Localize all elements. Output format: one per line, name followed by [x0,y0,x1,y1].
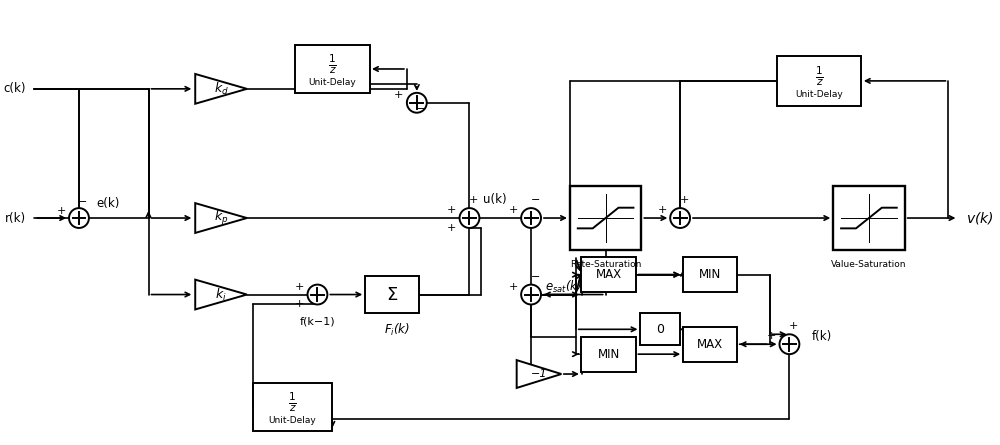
Text: −: − [530,271,540,282]
FancyBboxPatch shape [777,56,861,106]
FancyBboxPatch shape [570,186,641,251]
Text: u(k): u(k) [483,193,507,206]
Text: +: + [56,206,66,216]
Circle shape [308,285,327,304]
FancyBboxPatch shape [683,327,737,362]
Text: +: + [295,282,304,291]
Polygon shape [195,74,247,104]
Text: r(k): r(k) [5,211,26,225]
Text: $e_{sat}$(k): $e_{sat}$(k) [545,279,582,295]
Text: +: + [394,90,404,100]
Text: +: + [658,205,667,215]
Text: f(k): f(k) [811,330,832,343]
Text: $v$(k): $v$(k) [966,210,994,226]
Text: $\Sigma$: $\Sigma$ [386,286,398,303]
Text: e(k): e(k) [97,197,120,210]
Text: +: + [767,331,776,341]
Text: Value-Saturation: Value-Saturation [831,260,907,269]
FancyBboxPatch shape [640,313,680,345]
FancyBboxPatch shape [295,45,370,93]
Text: MAX: MAX [596,268,622,281]
Text: +: + [789,321,798,332]
Text: MIN: MIN [699,268,721,281]
Text: c(k): c(k) [4,82,26,95]
Text: −1: −1 [531,369,547,379]
Text: +: + [509,282,518,291]
FancyBboxPatch shape [581,337,636,372]
Text: f(k−1): f(k−1) [300,316,335,326]
Text: Rate-Saturation: Rate-Saturation [570,260,641,269]
Text: +: + [469,195,478,205]
Polygon shape [195,279,247,309]
Text: $k_d$: $k_d$ [214,81,228,97]
Polygon shape [517,360,561,388]
Text: +: + [447,223,456,233]
FancyBboxPatch shape [365,275,419,313]
Text: Unit-Delay: Unit-Delay [795,90,843,99]
Text: $\frac{1}{z}$: $\frac{1}{z}$ [815,64,824,88]
Text: +: + [295,299,304,309]
Text: Unit-Delay: Unit-Delay [269,416,316,425]
FancyBboxPatch shape [683,257,737,292]
Text: MAX: MAX [697,338,723,351]
FancyBboxPatch shape [833,186,905,251]
Circle shape [521,285,541,304]
Circle shape [670,208,690,228]
Text: $\frac{1}{z}$: $\frac{1}{z}$ [328,53,337,76]
Text: −: − [530,195,540,205]
Circle shape [460,208,479,228]
Circle shape [521,208,541,228]
Text: 0: 0 [656,323,664,336]
Text: +: + [509,205,518,215]
Text: $\frac{1}{z}$: $\frac{1}{z}$ [288,390,297,414]
Text: +: + [447,205,456,215]
FancyBboxPatch shape [581,257,636,292]
Circle shape [407,93,427,113]
Circle shape [779,334,799,354]
Text: $k_p$: $k_p$ [214,209,228,227]
Text: −: − [416,104,425,114]
Text: MIN: MIN [597,348,620,360]
Text: −: − [78,197,88,207]
Polygon shape [195,203,247,233]
FancyBboxPatch shape [253,383,332,431]
Text: $k_i$: $k_i$ [215,287,227,303]
Circle shape [69,208,89,228]
Text: +: + [679,195,689,205]
Text: Unit-Delay: Unit-Delay [308,78,356,87]
Text: $F_i$(k): $F_i$(k) [384,322,410,339]
